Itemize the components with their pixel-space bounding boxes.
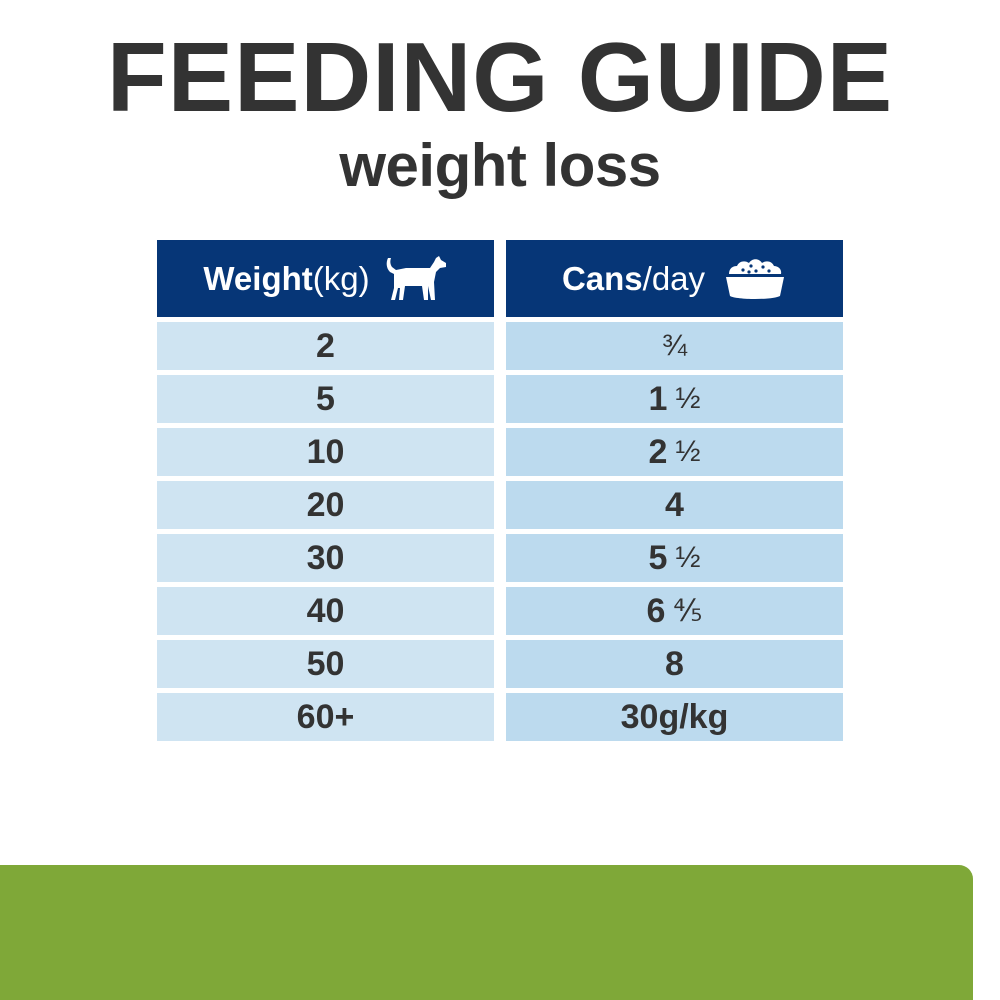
page-title: FEEDING GUIDE [106, 22, 894, 132]
column-header-weight-label: Weight [203, 259, 313, 297]
weight-cell: 60+ [157, 693, 494, 741]
cans-cell: ¾ [506, 322, 843, 370]
column-header-cans-label: Cans [561, 259, 643, 297]
weight-cell: 50 [157, 640, 494, 688]
column-header-weight-unit: (kg) [312, 259, 370, 297]
cans-cell: 4 [506, 481, 843, 529]
table-row: 50 8 [157, 640, 843, 688]
cans-fraction: ½ [675, 382, 701, 415]
weight-cell: 20 [157, 481, 494, 529]
table-row: 20 4 [157, 481, 843, 529]
cans-fraction: ½ [675, 541, 701, 574]
weight-cell: 10 [157, 428, 494, 476]
weight-cell: 40 [157, 587, 494, 635]
page-subtitle: weight loss [339, 132, 661, 199]
cans-whole: 5 [648, 538, 668, 577]
weight-cell: 2 [157, 322, 494, 370]
cans-fraction: ¾ [661, 329, 688, 362]
weight-cell: 5 [157, 375, 494, 423]
cans-cell: 30g/kg [506, 693, 843, 741]
cans-whole: 4 [665, 485, 684, 524]
food-bowl-icon [705, 256, 787, 302]
column-header-cans-unit: /day [642, 259, 706, 297]
footer-green-banner [0, 865, 973, 1000]
feeding-table: Weight (kg) Cans/day [157, 240, 843, 746]
cans-cell: 8 [506, 640, 843, 688]
cans-fraction: ⅘ [673, 594, 703, 628]
cans-whole: 6 [646, 591, 666, 630]
column-header-cans: Cans/day [506, 240, 843, 317]
cans-whole: 8 [665, 644, 684, 683]
table-row: 60+ 30g/kg [157, 693, 843, 741]
cans-whole: 2 [648, 432, 668, 471]
weight-cell: 30 [157, 534, 494, 582]
cans-fraction: ½ [675, 435, 701, 468]
dog-icon [370, 254, 448, 304]
column-header-weight: Weight (kg) [157, 240, 494, 317]
table-header-row: Weight (kg) Cans/day [157, 240, 843, 317]
cans-whole: 30g/kg [620, 697, 729, 736]
cans-whole: 1 [648, 379, 668, 418]
table-row: 2 ¾ [157, 322, 843, 370]
